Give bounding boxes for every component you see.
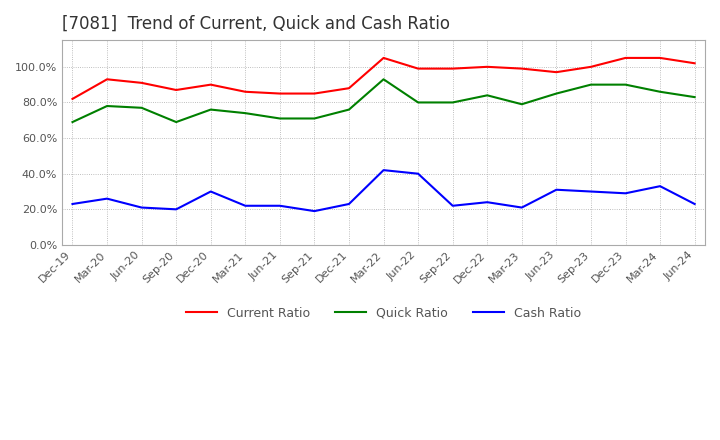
Current Ratio [241,89,250,95]
Quick Ratio [345,107,354,112]
Current Ratio [587,64,595,70]
Cash Ratio [656,183,665,189]
Quick Ratio [276,116,284,121]
Line: Current Ratio: Current Ratio [73,58,695,99]
Quick Ratio [241,110,250,116]
Cash Ratio [68,202,77,207]
Quick Ratio [483,93,492,98]
Line: Quick Ratio: Quick Ratio [73,79,695,122]
Line: Cash Ratio: Cash Ratio [73,170,695,211]
Current Ratio [518,66,526,71]
Current Ratio [103,77,112,82]
Cash Ratio [172,207,181,212]
Quick Ratio [207,107,215,112]
Cash Ratio [621,191,630,196]
Current Ratio [656,55,665,61]
Current Ratio [138,80,146,85]
Current Ratio [379,55,388,61]
Quick Ratio [449,100,457,105]
Quick Ratio [103,103,112,109]
Cash Ratio [414,171,423,176]
Current Ratio [483,64,492,70]
Current Ratio [172,88,181,93]
Cash Ratio [449,203,457,209]
Quick Ratio [138,105,146,110]
Quick Ratio [68,119,77,125]
Quick Ratio [690,95,699,100]
Current Ratio [552,70,561,75]
Quick Ratio [310,116,319,121]
Cash Ratio [207,189,215,194]
Current Ratio [310,91,319,96]
Quick Ratio [552,91,561,96]
Cash Ratio [241,203,250,209]
Current Ratio [449,66,457,71]
Current Ratio [207,82,215,87]
Cash Ratio [552,187,561,192]
Current Ratio [276,91,284,96]
Quick Ratio [656,89,665,95]
Quick Ratio [414,100,423,105]
Quick Ratio [172,119,181,125]
Cash Ratio [587,189,595,194]
Cash Ratio [379,168,388,173]
Quick Ratio [518,102,526,107]
Cash Ratio [276,203,284,209]
Current Ratio [414,66,423,71]
Text: [7081]  Trend of Current, Quick and Cash Ratio: [7081] Trend of Current, Quick and Cash … [62,15,450,33]
Cash Ratio [103,196,112,201]
Current Ratio [345,85,354,91]
Cash Ratio [690,202,699,207]
Cash Ratio [518,205,526,210]
Legend: Current Ratio, Quick Ratio, Cash Ratio: Current Ratio, Quick Ratio, Cash Ratio [181,302,586,325]
Cash Ratio [345,202,354,207]
Current Ratio [690,61,699,66]
Cash Ratio [138,205,146,210]
Quick Ratio [379,77,388,82]
Current Ratio [621,55,630,61]
Current Ratio [68,96,77,102]
Cash Ratio [483,200,492,205]
Quick Ratio [587,82,595,87]
Cash Ratio [310,209,319,214]
Quick Ratio [621,82,630,87]
